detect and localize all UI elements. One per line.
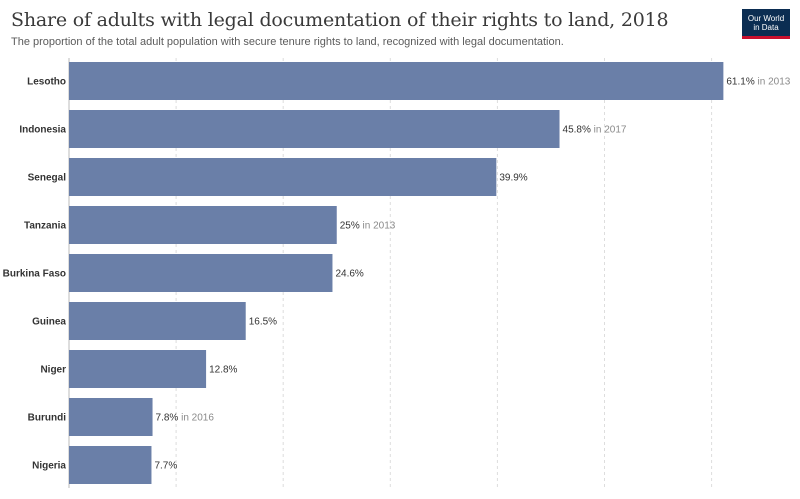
value-number: 7.7% [154, 461, 177, 472]
chart-title: Share of adults with legal documentation… [11, 9, 669, 31]
logo-line-2: in Data [753, 22, 779, 32]
value-number: 39.9% [499, 173, 527, 184]
category-label: Lesotho [27, 77, 66, 88]
year-note: in 2013 [360, 221, 396, 232]
value-label: 7.7% [154, 461, 177, 472]
value-number: 45.8% [563, 125, 591, 136]
value-number: 16.5% [249, 317, 277, 328]
chart-subtitle: The proportion of the total adult popula… [11, 36, 564, 48]
value-label: 12.8% [209, 365, 237, 376]
category-label: Guinea [32, 317, 66, 328]
bars [69, 62, 724, 484]
category-label: Burundi [28, 413, 67, 424]
bar-tanzania[interactable] [69, 206, 337, 244]
value-label: 7.8% in 2016 [156, 413, 215, 424]
value-label: 24.6% [335, 269, 363, 280]
category-label: Senegal [28, 173, 67, 184]
year-note: in 2016 [178, 413, 214, 424]
value-label: 45.8% in 2017 [563, 125, 627, 136]
bar-burundi[interactable] [69, 398, 153, 436]
labels: Lesotho 61.1% in 2013 Indonesia 45.8% in 20… [3, 77, 791, 472]
value-label: 16.5% [249, 317, 277, 328]
value-label: 25% in 2013 [340, 221, 396, 232]
year-note: in 2017 [591, 125, 627, 136]
bar-niger[interactable] [69, 350, 207, 388]
bar-guinea[interactable] [69, 302, 246, 340]
value-number: 24.6% [335, 269, 363, 280]
category-label: Nigeria [32, 461, 66, 472]
value-label: 61.1% in 2013 [726, 77, 790, 88]
category-label: Niger [40, 365, 66, 376]
category-label: Burkina Faso [3, 269, 66, 280]
value-label: 39.9% [499, 173, 527, 184]
value-number: 25% [340, 221, 360, 232]
category-label: Indonesia [19, 125, 66, 136]
value-number: 61.1% [726, 77, 754, 88]
bar-senegal[interactable] [69, 158, 497, 196]
category-label: Tanzania [24, 221, 66, 232]
bar-burkina-faso[interactable] [69, 254, 333, 292]
year-note: in 2013 [755, 77, 791, 88]
owid-logo[interactable]: Our World in Data [742, 9, 790, 39]
value-number: 7.8% [156, 413, 179, 424]
bar-nigeria[interactable] [69, 446, 152, 484]
bar-lesotho[interactable] [69, 62, 724, 100]
value-number: 12.8% [209, 365, 237, 376]
logo-line-1: Our World [747, 13, 785, 23]
bar-indonesia[interactable] [69, 110, 560, 148]
